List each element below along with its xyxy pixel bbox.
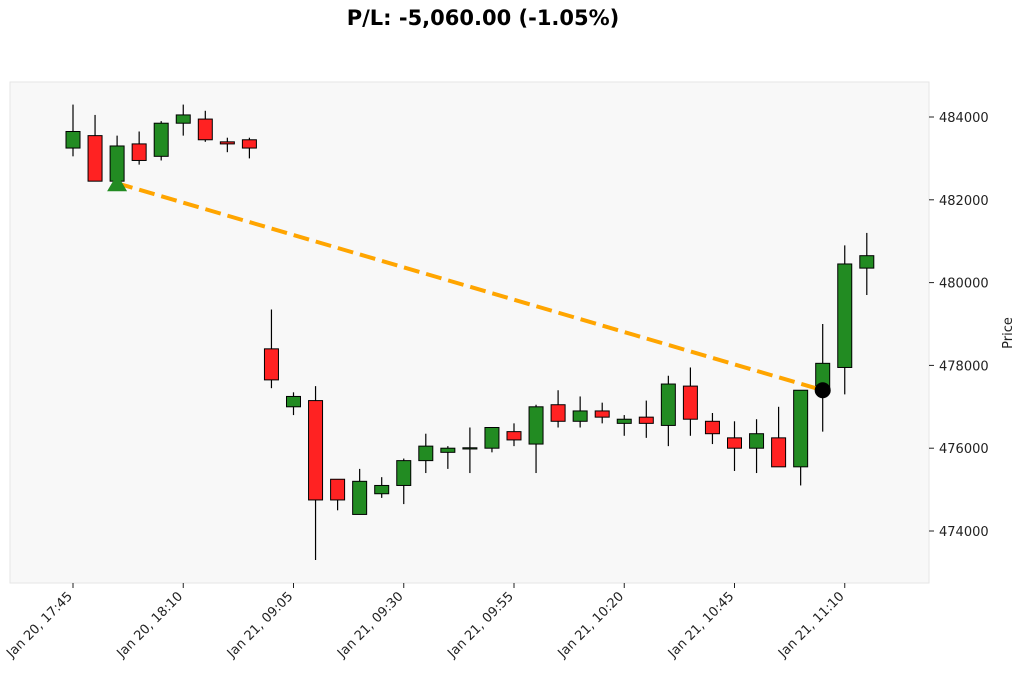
candle-body-up [440,447,456,453]
candle-body-up [749,433,765,449]
candle [638,400,654,438]
candle [660,375,676,447]
candle [616,415,632,436]
candle [308,386,324,560]
candle [153,121,169,161]
candle-body-up [374,484,390,495]
y-tick-label: 480000 [939,277,989,292]
x-axis: Jan 20, 17:45 Jan 20, 18:10 Jan 21, 09:05 J… [3,583,848,662]
candle [749,419,765,474]
x-tick-label: Jan 21, 09:55 [444,589,516,661]
candle-body-up [175,114,191,124]
candle [286,392,301,416]
x-tick-label: Jan 20, 18:10 [114,589,186,661]
trade-line [116,181,824,393]
candle-body-up [837,263,853,368]
candle-body-up [484,427,500,449]
candle-body-up [462,447,478,450]
candle [462,427,478,474]
candle [263,309,279,389]
y-axis-label: Price [1001,317,1016,349]
candle-body-up [396,460,412,486]
candle [506,423,522,447]
candle [837,245,853,395]
y-tick-label: 484000 [939,111,989,126]
candle [396,458,412,505]
candle [131,131,147,165]
candle [374,477,390,498]
candle-body-up [65,130,81,149]
candle [65,104,81,157]
candles-layer [65,104,875,560]
candle-body-down [550,404,566,422]
candle-body-down [263,348,279,381]
candle [241,137,257,159]
candle-body-down [704,420,720,435]
y-axis: 474000 476000 478000 480000 482000 484000 [929,111,989,540]
candle [87,114,103,182]
candle [418,433,434,474]
x-tick-label: Jan 20, 17:45 [3,589,75,661]
candle [572,396,588,428]
x-tick-label: Jan 21, 10:45 [665,589,737,661]
candle [197,110,213,142]
x-tick-label: Jan 21, 09:30 [334,589,406,661]
candle-body-down [197,118,213,141]
candle-body-down [131,143,147,161]
y-tick-label: 474000 [939,525,989,540]
candle-body-up [418,445,434,462]
x-tick-label: Jan 21, 11:10 [775,589,847,661]
trade-layer [107,174,831,399]
candle [704,413,720,445]
candle [484,427,500,453]
candle-body-down [682,385,698,420]
candle-body-down [727,437,742,449]
candle [682,367,698,436]
candle [771,406,787,468]
candle-body-down [506,431,522,441]
candle-body-down [638,416,654,424]
candle [859,232,875,296]
entry-marker [107,174,128,192]
candle-body-up [352,480,368,515]
candle [219,137,235,153]
y-tick-label: 482000 [939,194,989,209]
plot-area [9,81,930,584]
candle [440,446,456,469]
y-tick-label: 478000 [939,359,989,374]
candle-body-down [87,135,103,182]
x-tick-label: Jan 21, 09:05 [224,589,296,661]
candle-body-down [241,139,257,149]
candle-body-down [330,478,346,501]
candle-body-up [572,410,588,422]
x-tick-label: Jan 21, 10:20 [555,589,627,661]
candle-body-down [308,400,324,501]
candle [594,402,610,424]
candle-body-up [153,122,169,157]
candle-body-up [528,406,544,445]
candle [550,390,566,428]
candle [528,404,544,474]
candle-body-up [616,418,632,424]
candle-body-down [219,141,235,145]
exit-marker [814,382,831,399]
candle [727,421,742,471]
candle [330,478,346,511]
candle-body-down [594,410,610,418]
y-tick-label: 476000 [939,442,989,457]
candle [175,104,191,136]
candle-body-up [286,395,301,408]
candle-body-up [660,383,676,426]
candle [793,389,809,486]
candle-body-up [793,389,809,468]
candle [352,468,368,515]
chart-title: P/L: -5,060.00 (-1.05%) [346,6,620,30]
candle-body-up [859,255,875,269]
candle-body-down [771,437,787,468]
